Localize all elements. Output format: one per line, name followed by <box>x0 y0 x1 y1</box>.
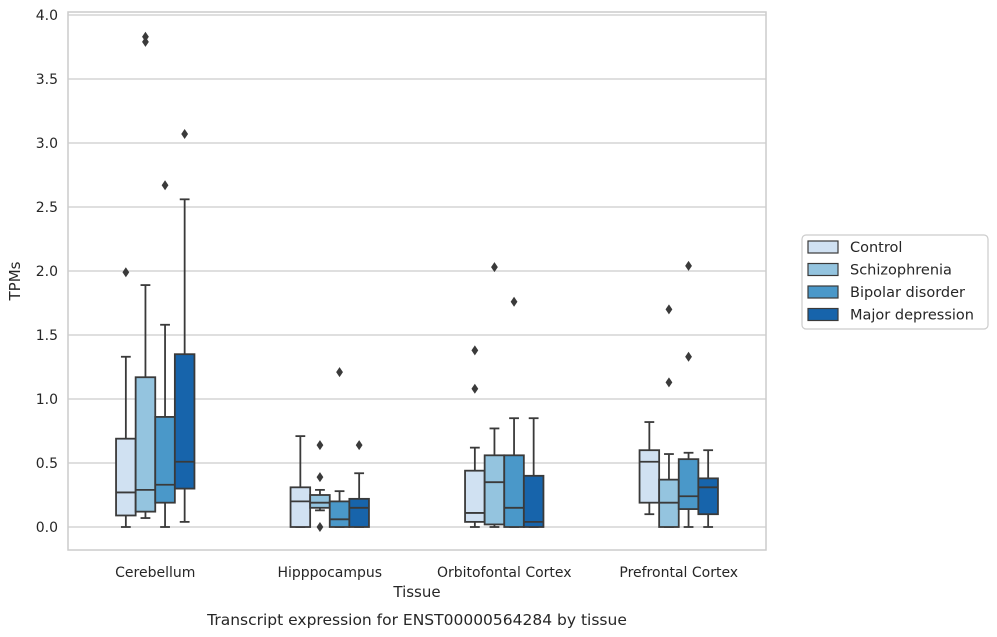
y-tick-label: 0.5 <box>36 456 58 472</box>
box <box>464 469 486 523</box>
box <box>173 353 196 490</box>
legend-entry: Bipolar disorder <box>850 285 965 301</box>
box <box>328 500 351 528</box>
box <box>697 477 719 516</box>
chart-caption: Transcript expression for ENST0000056428… <box>206 611 627 629</box>
legend-swatch <box>807 240 839 254</box>
outlier-point <box>316 522 324 532</box>
box <box>522 474 545 528</box>
box <box>503 454 525 528</box>
box <box>154 416 176 504</box>
box <box>677 458 700 510</box>
legend-swatch <box>807 285 839 299</box>
outlier-point <box>355 440 363 451</box>
x-tick-label: Hipppocampus <box>277 565 382 581</box>
legend-frame <box>801 234 989 330</box>
outlier-point <box>142 31 149 42</box>
box <box>483 454 506 526</box>
y-tick-labels: 0.0 0.5 1.0 1.5 2.0 2.5 3.0 3.5 4.0 <box>36 8 58 536</box>
box-group <box>638 260 719 528</box>
y-tick-label: 3.0 <box>36 136 58 152</box>
outlier-point <box>685 351 692 362</box>
outlier-point <box>491 262 498 273</box>
x-axis-label: Tissue <box>392 583 440 601</box>
box-group <box>464 262 545 528</box>
y-tick-label: 0.0 <box>36 520 58 536</box>
outlier-point <box>122 267 130 278</box>
x-tick-labels: Cerebellum Hipppocampus Orbitofontal Corte… <box>115 565 738 581</box>
outlier-point <box>161 180 169 191</box>
box <box>134 376 157 513</box>
outlier-point <box>316 472 324 483</box>
box-groups <box>115 31 719 532</box>
legend: Control Schizophrenia Bipolar disorder Majo… <box>801 234 989 330</box>
legend-entry: Major depression <box>850 308 974 324</box>
y-tick-label: 1.5 <box>36 328 58 344</box>
outlier-point <box>665 377 673 388</box>
legend-swatch <box>807 307 839 322</box>
plot-frame <box>67 11 767 551</box>
y-tick-label: 4.0 <box>36 8 58 24</box>
x-tick-label: Cerebellum <box>115 565 195 581</box>
box <box>289 486 312 528</box>
outlier-point <box>471 345 479 356</box>
y-tick-label: 2.5 <box>36 200 58 216</box>
y-tick-label: 3.5 <box>36 72 58 88</box>
x-tick-label: Orbitofontal Cortex <box>437 565 572 581</box>
box-group <box>289 367 370 532</box>
y-axis-label: TPMs <box>6 261 24 301</box>
y-tick-label: 1.0 <box>36 392 58 408</box>
legend-entry: Schizophrenia <box>850 263 952 279</box>
x-tick-label: Prefrontal Cortex <box>619 565 738 581</box>
outlier-point <box>316 440 324 451</box>
outlier-point <box>142 36 149 47</box>
box <box>348 497 370 528</box>
legend-swatch <box>807 262 839 277</box>
legend-entry: Control <box>850 240 902 256</box>
box <box>638 449 661 504</box>
outlier-point <box>510 296 518 307</box>
outlier-point <box>471 383 479 394</box>
box <box>115 437 137 517</box>
outlier-point <box>336 367 343 378</box>
outlier-point <box>685 260 692 271</box>
y-tick-label: 2.0 <box>36 264 58 280</box>
outlier-point <box>665 304 673 315</box>
outlier-point <box>181 129 189 140</box>
box-group <box>115 31 196 528</box>
box <box>309 494 331 509</box>
